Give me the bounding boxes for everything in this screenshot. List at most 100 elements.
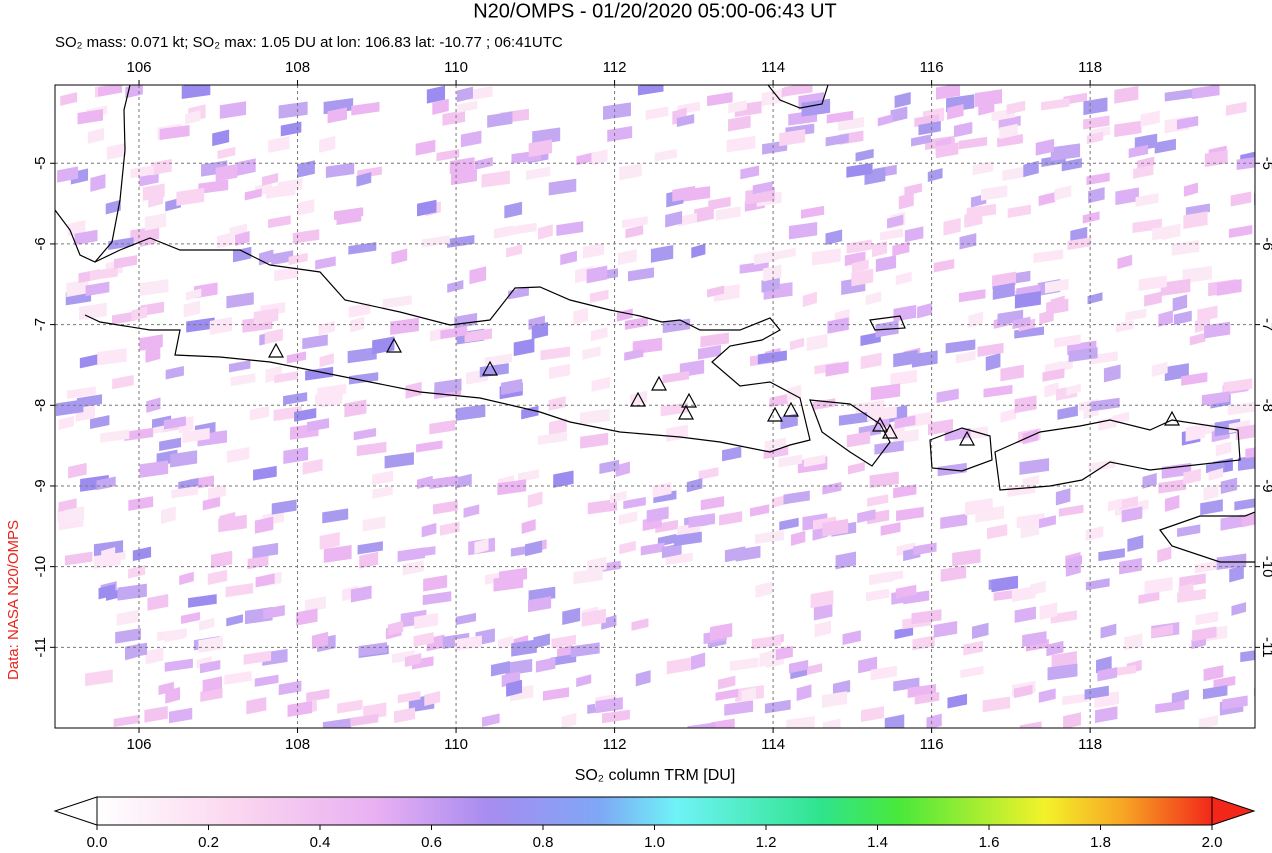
so2-pixel: [243, 650, 272, 665]
so2-pixel: [1006, 100, 1026, 115]
so2-pixel: [296, 608, 318, 626]
so2-pixel: [372, 336, 395, 355]
so2-pixel: [283, 446, 309, 465]
so2-pixel: [1198, 715, 1218, 728]
so2-pixel: [1007, 483, 1036, 497]
so2-pixel: [1154, 138, 1176, 154]
volcano: [881, 423, 899, 439]
so2-pixel: [911, 134, 931, 147]
so2-pixel: [350, 713, 379, 727]
so2-pixel: [1144, 291, 1162, 307]
so2-pixel: [933, 620, 958, 638]
so2-pixel: [640, 542, 665, 556]
so2-pixel: [1044, 382, 1059, 398]
colorbar-tick-label: 0.8: [533, 834, 554, 851]
colorbar-tick-label: 0.6: [421, 834, 442, 851]
so2-pixel: [58, 415, 74, 431]
so2-pixel: [662, 371, 690, 384]
so2-pixel: [1138, 275, 1167, 292]
so2-pixel: [1171, 689, 1189, 704]
so2-pixel: [875, 255, 897, 273]
so2-pixel: [603, 102, 631, 120]
so2-pixel: [112, 311, 136, 325]
volcano: [267, 342, 285, 358]
so2-pixel: [940, 513, 968, 530]
so2-pixel: [827, 317, 849, 334]
x-tick-label: 118: [1078, 59, 1102, 76]
so2-pixel: [464, 328, 492, 343]
so2-pixel: [769, 393, 789, 408]
so2-pixel: [965, 498, 993, 516]
x-tick-label: 106: [127, 736, 152, 753]
so2-pixel: [953, 121, 973, 138]
so2-pixel: [525, 540, 543, 557]
so2-pixel: [1237, 455, 1255, 471]
so2-pixel: [1173, 310, 1192, 325]
so2-pixel: [230, 373, 256, 387]
so2-pixel: [1240, 650, 1255, 663]
so2-pixel: [217, 146, 236, 160]
so2-pixel: [527, 491, 543, 508]
colorbar-tick-label: 1.4: [867, 834, 888, 851]
so2-pixel: [219, 101, 247, 119]
so2-pixel: [796, 684, 812, 701]
so2-pixel: [1183, 468, 1201, 485]
so2-pixel: [327, 107, 348, 124]
so2-pixel: [986, 524, 1008, 540]
so2-pixel: [417, 199, 437, 217]
so2-pixel: [404, 653, 422, 668]
so2-pixel: [64, 551, 93, 566]
colorbar-tick-label: 0.0: [87, 834, 108, 851]
so2-pixel: [1022, 475, 1040, 488]
so2-pixel: [560, 250, 577, 266]
colorbar-over: [1211, 796, 1256, 826]
so2-pixel: [252, 542, 279, 559]
so2-pixel: [1022, 631, 1047, 647]
so2-pixel: [525, 166, 551, 180]
so2-pixel: [580, 432, 609, 449]
so2-pixel: [460, 130, 482, 148]
so2-pixel: [1038, 192, 1056, 206]
so2-pixel: [1222, 695, 1248, 710]
so2-pixel: [67, 219, 86, 237]
colorbar-tick-label: 1.0: [644, 834, 665, 851]
so2-pixel: [869, 471, 899, 488]
so2-pixel: [884, 714, 905, 728]
so2-pixel: [895, 584, 917, 599]
colorbar-under: [53, 796, 98, 826]
so2-pixel: [1151, 624, 1174, 638]
so2-pixel: [959, 233, 977, 250]
so2-pixel: [500, 378, 523, 396]
so2-pixel: [319, 353, 334, 368]
so2-pixel: [562, 607, 581, 625]
so2-pixel: [97, 348, 127, 366]
so2-pixel: [1086, 172, 1110, 186]
so2-pixel: [581, 608, 606, 627]
so2-pixel: [1062, 692, 1091, 706]
so2-pixel: [144, 213, 167, 231]
so2-pixel: [394, 707, 415, 724]
so2-pixel: [550, 653, 577, 667]
so2-pixel: [789, 337, 805, 351]
so2-pixel: [311, 631, 329, 649]
so2-pixel: [125, 642, 148, 659]
so2-pixel: [58, 498, 77, 512]
so2-pixel: [254, 516, 274, 534]
colorbar-tick-label: 1.8: [1090, 834, 1111, 851]
so2-pixel: [759, 649, 776, 668]
so2-pixel: [268, 215, 291, 229]
so2-pixel: [537, 224, 553, 240]
so2-pixel: [1155, 700, 1185, 714]
so2-pixel: [1230, 191, 1252, 207]
so2-pixel: [106, 142, 127, 160]
so2-pixel: [1067, 237, 1092, 251]
so2-pixel: [1223, 378, 1253, 393]
so2-pixel: [484, 353, 513, 367]
so2-pixel: [506, 244, 523, 258]
so2-pixel: [1119, 496, 1139, 510]
so2-pixel: [90, 267, 118, 281]
so2-pixel: [274, 266, 299, 282]
so2-pixel: [57, 166, 79, 183]
so2-pixel: [1066, 383, 1081, 396]
lombok-coast: [929, 427, 993, 472]
